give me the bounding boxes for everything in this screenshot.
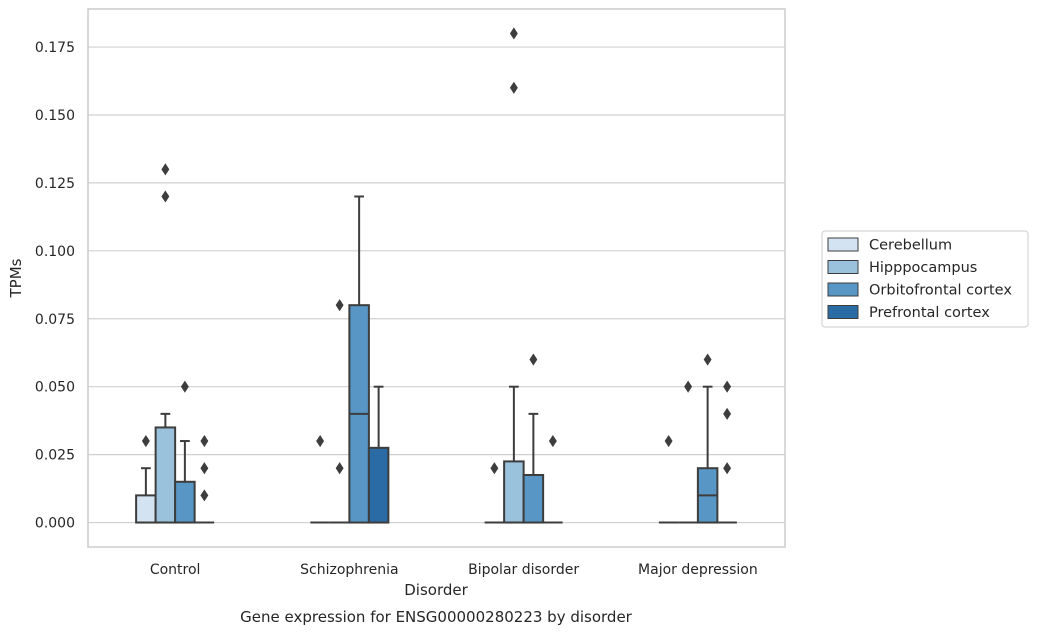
outlier-point	[664, 434, 673, 448]
box-1-3	[678, 380, 698, 524]
x-axis-label: Disorder	[404, 581, 468, 599]
outlier-point	[180, 380, 189, 393]
box-2-0	[174, 380, 196, 524]
box-0-1	[310, 434, 330, 524]
box-2-3	[696, 353, 719, 524]
outlier-point	[723, 380, 732, 393]
outlier-point	[200, 462, 209, 475]
box-0-0	[135, 434, 157, 524]
legend: Cerebellum Hipppocampus Orbitofrontal cort…	[821, 230, 1029, 328]
box-2-1	[348, 195, 370, 524]
box-3-0	[194, 434, 215, 524]
y-tick-label: 0.175	[35, 40, 75, 56]
plot-frame	[87, 8, 786, 548]
outlier-point	[200, 434, 209, 448]
box-3-3	[717, 380, 737, 524]
legend-label: Hipppocampus	[869, 260, 977, 276]
box-body	[367, 446, 390, 524]
outlier-point	[161, 163, 170, 176]
outlier-point	[703, 353, 712, 366]
box-body	[522, 473, 545, 524]
legend-swatch	[827, 260, 859, 274]
box-body	[135, 494, 157, 524]
outlier-point	[509, 27, 518, 40]
outlier-point	[548, 434, 557, 448]
outlier-point	[684, 380, 693, 393]
y-tick-label: 0.000	[35, 516, 75, 532]
box-0-3	[658, 434, 679, 524]
legend-label: Orbitofrontal cortex	[869, 283, 1012, 299]
outlier-point	[141, 434, 150, 448]
y-axis-label: TPMs	[7, 258, 25, 298]
box-3-2	[543, 434, 563, 524]
y-tick-labels: 0.000 0.025 0.050 0.075 0.100 0.125 0.150 0.175	[35, 40, 75, 532]
legend-swatch	[827, 305, 859, 319]
legend-swatch	[827, 282, 859, 297]
outlier-point	[161, 190, 170, 203]
outlier-point	[335, 299, 344, 312]
x-tick-label: Major depression	[638, 562, 758, 578]
box-1-0	[154, 163, 177, 524]
y-tick-label: 0.100	[35, 244, 75, 260]
x-tick-label: Bipolar disorder	[468, 562, 579, 578]
legend-swatch	[827, 237, 859, 252]
box-body	[503, 460, 525, 524]
box-3-1	[367, 385, 390, 524]
plot-background	[88, 9, 785, 547]
box-body	[174, 480, 196, 524]
outlier-point	[509, 81, 518, 94]
y-tick-label: 0.050	[35, 380, 75, 396]
outlier-point	[335, 462, 344, 475]
x-tick-label: Schizophrenia	[300, 562, 398, 578]
x-tick-labels: Control Schizophrenia Bipolar disorder Majo…	[150, 562, 758, 578]
outlier-point	[316, 434, 325, 448]
outlier-point	[723, 462, 732, 475]
y-tick-label: 0.125	[35, 176, 75, 192]
y-tick-label: 0.075	[35, 312, 75, 328]
x-tick-label: Control	[150, 562, 201, 578]
y-tick-label: 0.150	[35, 108, 75, 124]
gridlines	[88, 46, 785, 524]
legend-frame	[821, 230, 1029, 328]
legend-label: Prefrontal cortex	[869, 305, 990, 321]
outlier-point	[490, 462, 499, 475]
outlier-point	[200, 489, 209, 502]
outlier-point	[723, 407, 732, 420]
legend-label: Cerebellum	[869, 238, 952, 254]
y-tick-label: 0.025	[35, 448, 75, 464]
box-2-2	[522, 353, 545, 524]
boxes	[135, 27, 737, 524]
outlier-point	[529, 353, 538, 366]
box-body	[154, 426, 177, 524]
box-0-2	[484, 462, 505, 524]
chart-title: Gene expression for ENSG00000280223 by d…	[240, 608, 633, 626]
box-1-1	[329, 299, 350, 524]
